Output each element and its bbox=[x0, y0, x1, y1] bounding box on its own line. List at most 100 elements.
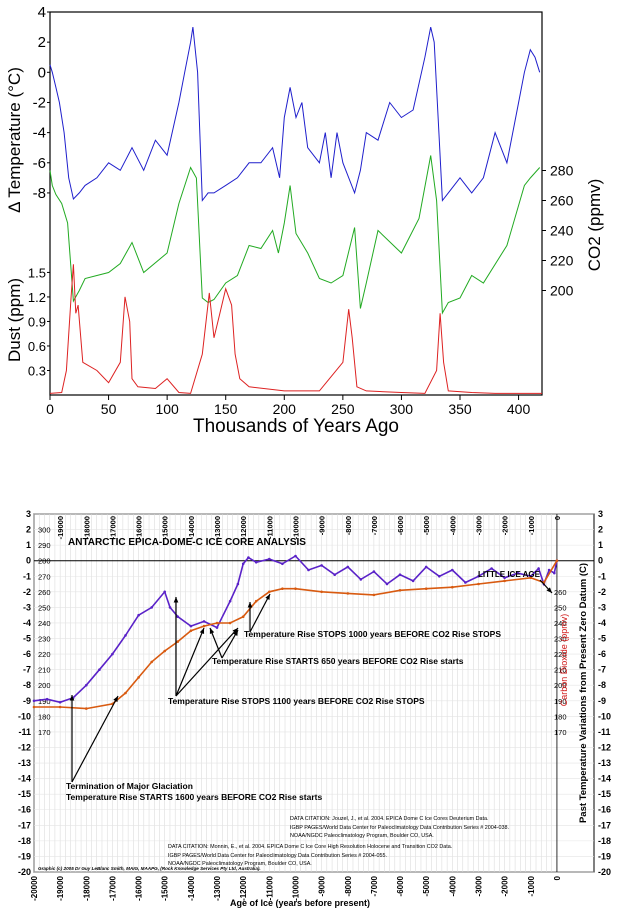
annotation-temp-starts-1600: Temperature Rise STARTS 1600 years BEFOR… bbox=[66, 792, 322, 802]
y-tick-label-left: -20 bbox=[18, 867, 31, 877]
y-tick-label-right: -11 bbox=[598, 727, 611, 737]
temperature-point bbox=[163, 590, 166, 594]
co2-tick-label-left: 220 bbox=[38, 650, 51, 659]
y-tick-label-right: -14 bbox=[598, 774, 611, 784]
temperature-point bbox=[320, 564, 323, 567]
x-tick-label-bottom: -7000 bbox=[370, 875, 379, 896]
citation-line: DATA CITATION: Monnin, E., et al. 2004. … bbox=[168, 844, 452, 850]
x-tick-label-top: -6000 bbox=[396, 516, 405, 535]
temperature-point bbox=[45, 697, 49, 701]
co2-tick-label-left: 210 bbox=[38, 666, 51, 675]
y-tick-label-right: -3 bbox=[598, 602, 606, 612]
x-tick-label-bottom: -1000 bbox=[527, 875, 536, 896]
x-tick-label-top: 0 bbox=[553, 516, 562, 520]
annotation-arrow-shaft bbox=[175, 627, 205, 697]
citation-line: NOAA/NGDC Paleoclimatology Program, Boul… bbox=[168, 861, 312, 867]
co2-point bbox=[320, 590, 323, 594]
y-tick-label-right: -16 bbox=[598, 805, 611, 815]
co2-point bbox=[503, 579, 506, 583]
chart2-title: ANTARCTIC EPICA-DOME-C ICE CORE ANALYSIS bbox=[68, 537, 306, 548]
co2-tick-label-right: 190 bbox=[554, 697, 567, 706]
temperature-point bbox=[85, 683, 88, 687]
x-tick-label-bottom: -19000 bbox=[56, 875, 65, 900]
co2-point bbox=[555, 559, 559, 562]
co2-tick-label-left: 300 bbox=[38, 526, 51, 535]
annotation-arrowhead bbox=[232, 628, 238, 634]
temperature-point bbox=[111, 652, 114, 656]
dust-axis-label: Dust (ppm) bbox=[5, 278, 24, 362]
temperature-point bbox=[241, 562, 245, 566]
y-tick-label-right: -4 bbox=[598, 618, 606, 628]
temperature-tick-label: -2 bbox=[33, 94, 46, 111]
ice-core-400k-chart: 4 2 0 -2 -4 -6 -8 280 260 240 220 200 1.5 1.2 0.9 0.6 0.… bbox=[5, 4, 604, 437]
co2-point bbox=[477, 582, 480, 586]
temperature-point bbox=[516, 571, 519, 575]
co2-point bbox=[228, 621, 232, 625]
x-tick-label: 350 bbox=[448, 401, 472, 417]
x-tick-label: 50 bbox=[101, 401, 117, 417]
x-tick-label-bottom: -4000 bbox=[448, 875, 457, 896]
x-tick-label-bottom: -17000 bbox=[108, 875, 117, 900]
y-tick-label-right: -6 bbox=[598, 649, 606, 659]
co2-tick-label-left: 280 bbox=[38, 557, 51, 566]
y-tick-label-left: -18 bbox=[18, 836, 31, 846]
annotation-arrowhead bbox=[247, 602, 253, 608]
dust-tick-label: 0.6 bbox=[28, 339, 46, 354]
temperature-tick-label: 0 bbox=[38, 64, 46, 81]
temperature-point bbox=[438, 575, 441, 578]
x-tick-label: 100 bbox=[155, 401, 179, 417]
co2-point bbox=[176, 640, 180, 643]
temperature-tick-label: 4 bbox=[38, 4, 46, 21]
co2-point bbox=[398, 589, 402, 592]
y-tick-label-left: -4 bbox=[23, 618, 31, 628]
co2-point bbox=[241, 615, 245, 618]
temperature-series-line bbox=[49, 26, 541, 202]
temperature-point bbox=[176, 615, 180, 618]
co2-point bbox=[215, 621, 219, 625]
temperature-point bbox=[294, 554, 297, 558]
annotation-arrowhead bbox=[69, 695, 75, 701]
temperature-point bbox=[451, 568, 454, 572]
co2-tick-label: 240 bbox=[550, 223, 574, 239]
x-tick-label-bottom: -3000 bbox=[474, 875, 483, 896]
co2-point bbox=[32, 705, 36, 709]
y-tick-label-left: -2 bbox=[23, 587, 31, 597]
annotation-termination-glaciation: Termination of Major Glaciation bbox=[66, 781, 193, 791]
annotation-arrow-shaft bbox=[249, 593, 271, 633]
dust-tick-label: 1.5 bbox=[28, 265, 46, 280]
co2-tick-label-right: 180 bbox=[554, 712, 567, 721]
co2-point bbox=[268, 590, 271, 594]
temperature-point bbox=[124, 634, 127, 637]
temperature-point bbox=[537, 567, 540, 570]
temperature-point bbox=[346, 565, 350, 569]
x-axis-label: Thousands of Years Ago bbox=[193, 416, 399, 437]
x-tick-label-top: -18000 bbox=[82, 516, 91, 539]
co2-point bbox=[346, 592, 350, 595]
annotation-temp-stops-1100: Temperature Rise STOPS 1100 years BEFORE… bbox=[168, 696, 425, 706]
co2-tick-label-left: 170 bbox=[38, 728, 51, 737]
co2-tick-label-right: 250 bbox=[554, 603, 567, 612]
co2-tick-label-left: 290 bbox=[38, 541, 51, 550]
y-tick-label-right: 2 bbox=[598, 525, 603, 535]
y-tick-label-left: 3 bbox=[26, 509, 31, 519]
x-tick-label-top: -7000 bbox=[370, 516, 379, 535]
temperature-point bbox=[236, 582, 240, 586]
x-tick-label-top: -14000 bbox=[187, 516, 196, 539]
y-tick-label-left: -1 bbox=[23, 571, 31, 581]
y-tick-label-right: -2 bbox=[598, 587, 606, 597]
y-tick-label-right: 0 bbox=[598, 556, 603, 566]
chart2-frame bbox=[33, 513, 595, 873]
y-tick-label-left: -6 bbox=[23, 649, 31, 659]
temperature-point bbox=[372, 570, 376, 573]
y-tick-label-left: -13 bbox=[18, 758, 31, 768]
x-tick-label-bottom: -6000 bbox=[396, 875, 405, 896]
chart2-right-axis-label: Past Temperature Variations from Present… bbox=[578, 563, 589, 823]
co2-tick-label-right: 200 bbox=[554, 681, 567, 690]
temperature-point bbox=[464, 581, 467, 584]
x-tick-label: 200 bbox=[273, 401, 297, 417]
temperature-point bbox=[553, 571, 556, 575]
y-tick-label-left: -3 bbox=[23, 602, 31, 612]
annotation-arrowhead bbox=[199, 628, 205, 634]
x-tick-label-top: -15000 bbox=[161, 516, 170, 539]
temperature-point bbox=[490, 567, 493, 570]
